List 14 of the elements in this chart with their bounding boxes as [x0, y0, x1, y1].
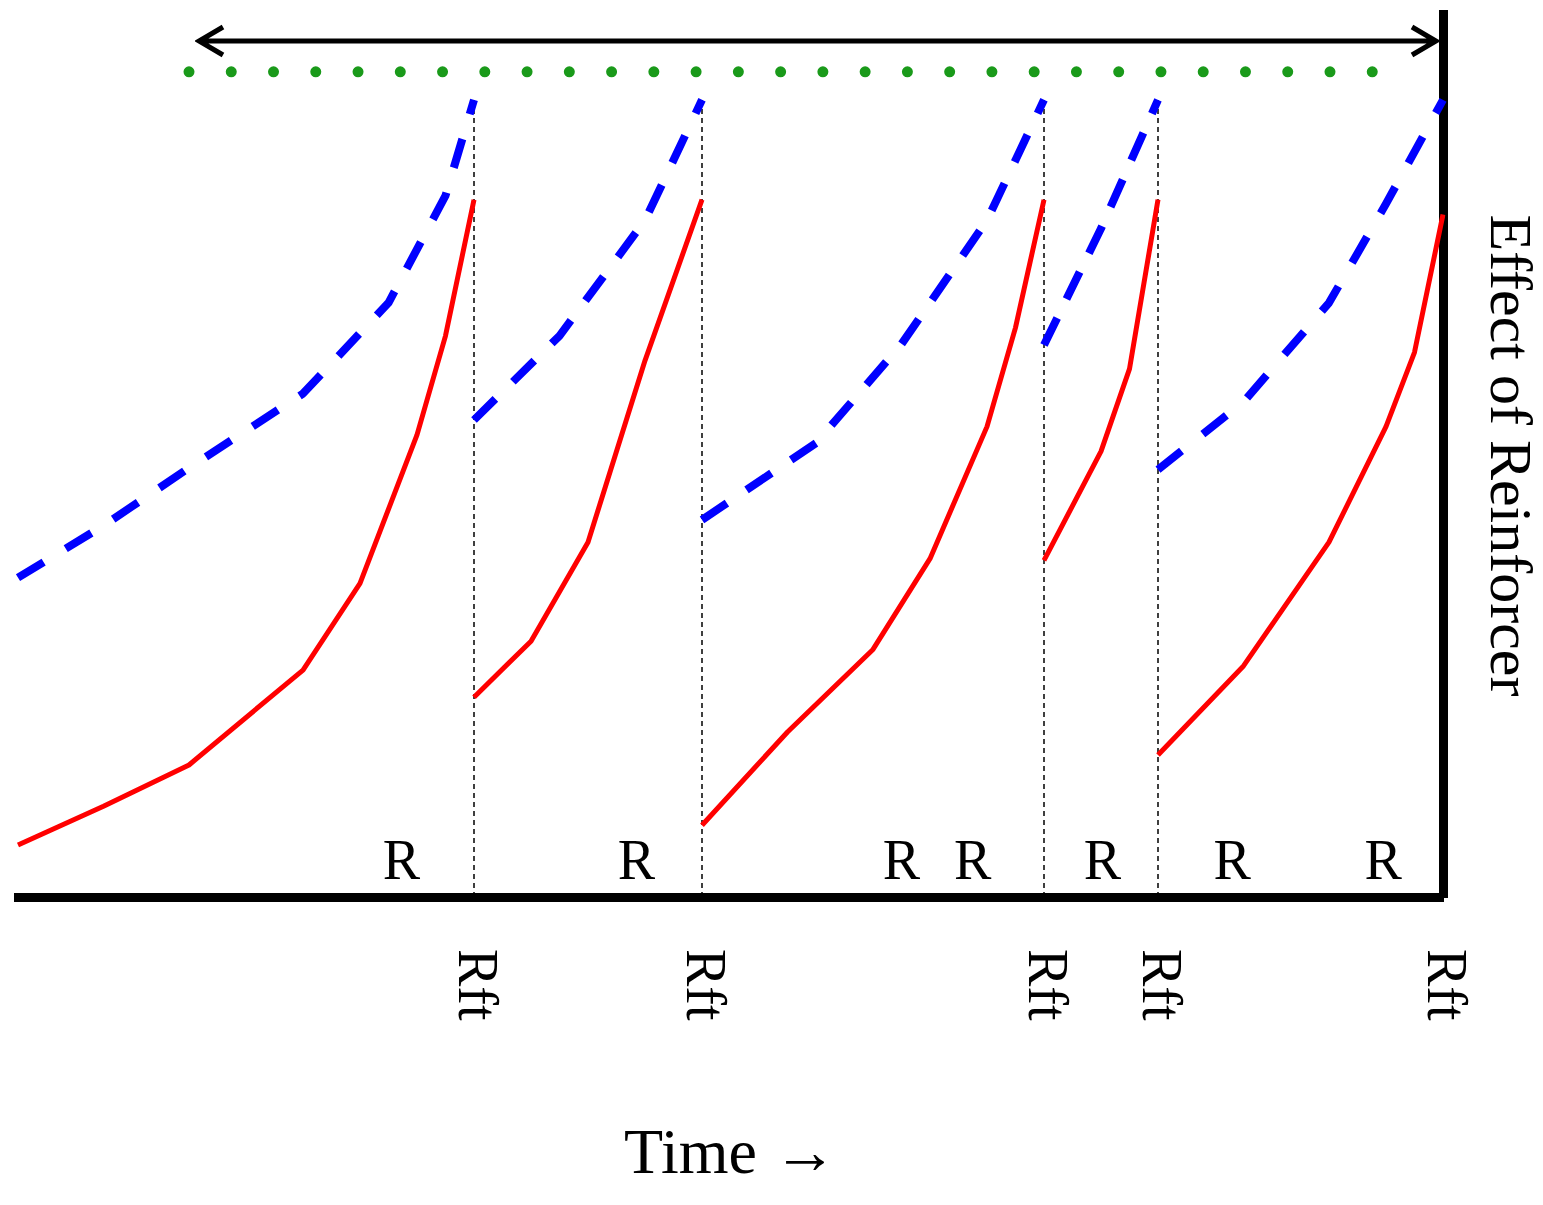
x-tick-label: Rft: [1131, 949, 1194, 1021]
x-tick-label: Rft: [675, 949, 738, 1021]
annotation: R: [617, 829, 656, 891]
x-axis-title: Time →: [624, 1116, 837, 1188]
x-tick-label: Rft: [1017, 949, 1080, 1021]
y-axis-title: Effect of Reinforcer: [1478, 214, 1543, 697]
annotation: R: [882, 829, 921, 891]
annotation: R: [382, 829, 421, 891]
annotation: R: [1083, 829, 1122, 891]
annotation: R: [1364, 829, 1403, 891]
x-tick-label: Rft: [447, 949, 510, 1021]
x-tick-label: Rft: [1416, 949, 1479, 1021]
annotation: R: [1213, 829, 1252, 891]
annotation: R: [954, 829, 993, 891]
